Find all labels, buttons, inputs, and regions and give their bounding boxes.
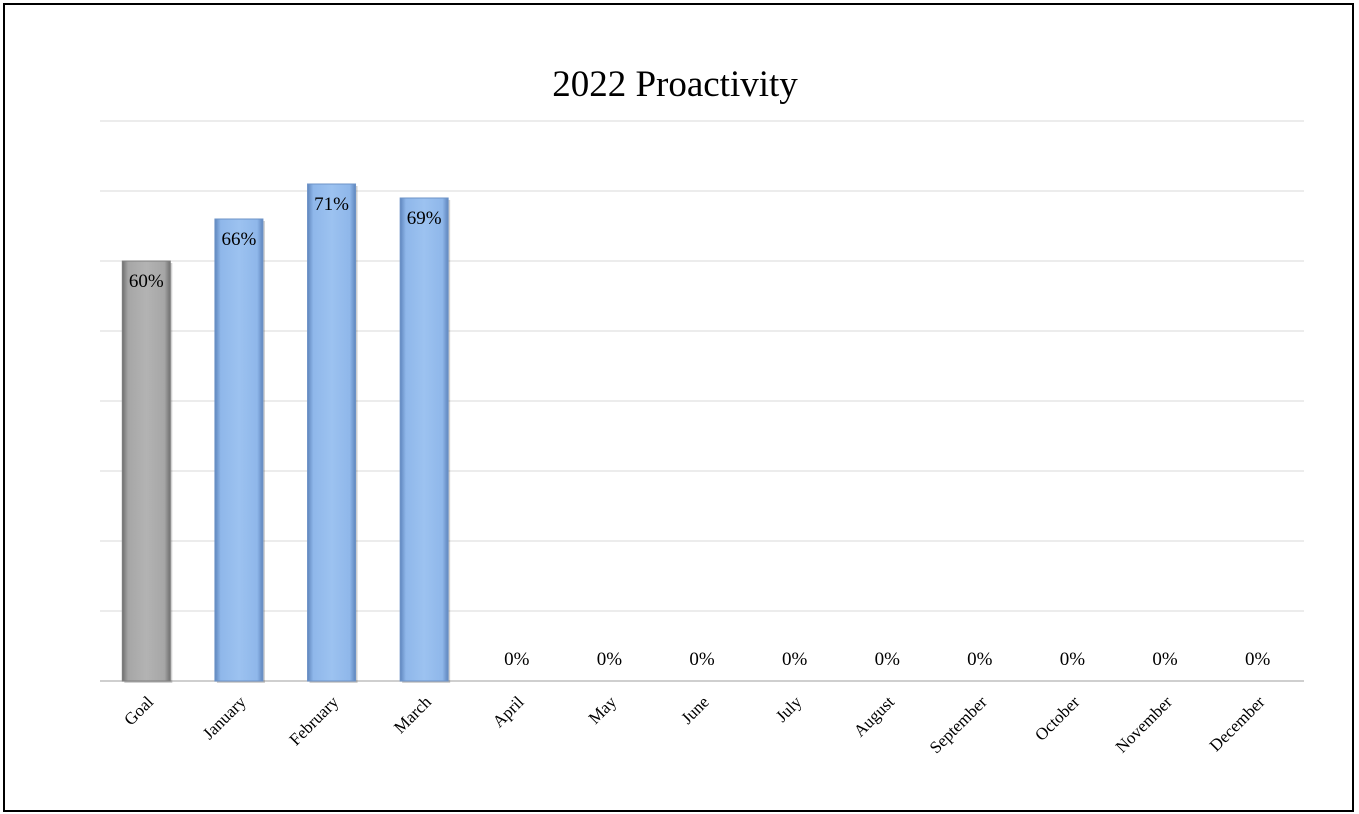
data-label-march: 69% (407, 208, 442, 229)
x-tick-july: July (772, 692, 806, 726)
bar-february (307, 183, 357, 682)
x-tick-february: February (286, 692, 343, 749)
bar-goal (121, 260, 171, 682)
data-label-september: 0% (967, 649, 993, 670)
x-tick-april: April (489, 692, 528, 731)
x-tick-january: January (199, 692, 250, 743)
data-label-october: 0% (1060, 649, 1086, 670)
bar-january (214, 218, 264, 682)
x-tick-august: August (850, 692, 898, 740)
x-tick-june: June (677, 692, 712, 727)
data-label-january: 66% (222, 229, 257, 250)
x-tick-goal: Goal (120, 692, 157, 729)
bar-march (399, 197, 449, 682)
x-tick-march: March (390, 692, 435, 737)
chart-title: 2022 Proactivity (552, 64, 798, 105)
x-tick-labels: Goal January February March April May June July… (120, 692, 1268, 757)
bars (121, 183, 451, 683)
data-label-april: 0% (504, 649, 530, 670)
data-label-june: 0% (689, 649, 715, 670)
data-label-may: 0% (597, 649, 623, 670)
x-tick-october: October (1031, 692, 1083, 744)
data-label-july: 0% (782, 649, 808, 670)
x-tick-may: May (585, 692, 621, 728)
x-tick-september: September (926, 692, 991, 757)
data-label-february: 71% (314, 194, 349, 215)
data-labels: 60% 66% 71% 69% 0% 0% 0% 0% 0% 0% 0% 0% 0% (129, 194, 1271, 670)
x-tick-november: November (1112, 692, 1176, 756)
data-label-august: 0% (875, 649, 901, 670)
data-label-december: 0% (1245, 649, 1271, 670)
x-tick-december: December (1206, 692, 1269, 755)
data-label-november: 0% (1152, 649, 1178, 670)
data-label-goal: 60% (129, 271, 164, 292)
gridlines (100, 120, 1304, 682)
